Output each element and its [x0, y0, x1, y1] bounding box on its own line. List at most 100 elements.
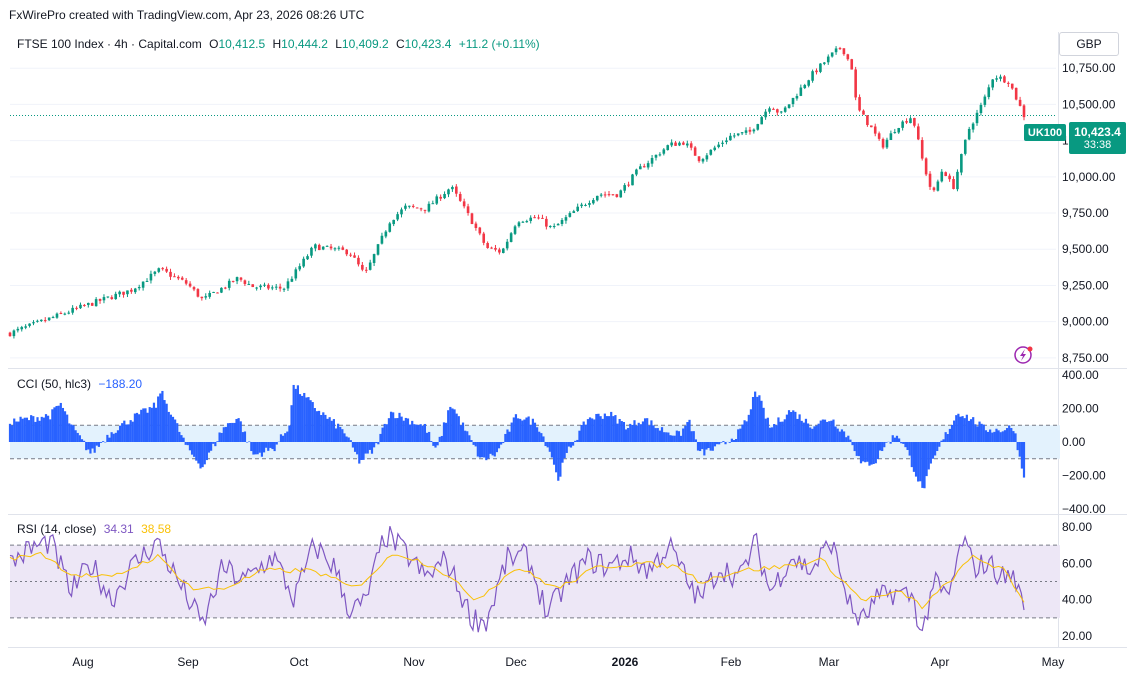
- candle-body: [439, 196, 442, 199]
- candle-body: [732, 135, 736, 137]
- candle-body: [556, 223, 560, 226]
- cci-bar: [948, 428, 952, 442]
- cci-bar: [927, 442, 930, 470]
- candle-body: [321, 246, 325, 250]
- cci-bar: [991, 432, 994, 442]
- cci-bar: [358, 442, 361, 464]
- cci-bar: [582, 421, 585, 442]
- candle-body: [263, 284, 266, 286]
- cci-bar: [408, 424, 412, 442]
- cci-bar: [404, 417, 407, 442]
- cci-bar: [525, 417, 528, 442]
- cci-bar: [53, 407, 56, 442]
- cci-bar: [542, 436, 545, 442]
- cci-bar: [8, 423, 12, 442]
- time-axis-label: Apr: [931, 655, 950, 669]
- cci-bar: [301, 395, 304, 442]
- cci-bar: [144, 408, 147, 442]
- cci-bar: [800, 420, 803, 442]
- cci-bar: [1020, 442, 1023, 469]
- cci-bar: [914, 442, 918, 477]
- cci-bar: [900, 442, 903, 444]
- cci-bar: [895, 435, 899, 442]
- cci-bar: [392, 412, 395, 442]
- cci-bar: [366, 442, 369, 454]
- cci-bar: [516, 418, 520, 442]
- candle-body: [509, 233, 513, 242]
- cci-bar: [108, 437, 111, 442]
- cci-bar: [819, 420, 822, 442]
- cci-bar: [459, 425, 463, 442]
- candle-body: [697, 156, 701, 162]
- cci-bar: [114, 432, 117, 442]
- instrument-title[interactable]: FTSE 100 Index · 4h · Capital.com: [17, 37, 202, 51]
- cci-bar: [953, 420, 956, 442]
- cci-bar: [356, 442, 359, 455]
- candle-body: [787, 104, 791, 108]
- candle-body: [572, 211, 576, 213]
- candle-body: [20, 327, 24, 330]
- candle-body: [71, 307, 74, 313]
- cci-bar: [362, 442, 365, 460]
- cci-bar: [468, 435, 471, 442]
- cci-bar: [375, 442, 378, 444]
- candle-body: [662, 149, 666, 154]
- candle-body: [721, 142, 724, 144]
- rsi-title[interactable]: RSI (14, close): [17, 522, 97, 536]
- cci-bar: [281, 435, 285, 442]
- candle-body: [75, 307, 78, 309]
- candle-body: [568, 213, 572, 217]
- cci-bar: [34, 421, 37, 442]
- candle-body: [255, 287, 258, 289]
- candle-body: [184, 280, 188, 284]
- cci-bar: [622, 421, 626, 442]
- candle-body: [592, 200, 595, 204]
- candle-body: [901, 121, 904, 128]
- cci-bar: [25, 417, 29, 442]
- cci-bar: [239, 421, 242, 442]
- cci-bar: [400, 416, 403, 442]
- cci-bar: [612, 416, 615, 442]
- candle-body: [431, 203, 435, 205]
- cci-bar: [599, 416, 602, 442]
- cci-bar: [250, 442, 253, 452]
- cci-bar: [703, 442, 706, 456]
- cci-bar: [351, 442, 355, 448]
- candle-body: [916, 126, 920, 140]
- cci-bar: [1008, 425, 1011, 442]
- cci-bar: [881, 442, 884, 452]
- cci-bar: [942, 439, 945, 442]
- candle-body: [623, 185, 626, 191]
- cci-bar: [322, 412, 325, 442]
- candle-body: [404, 205, 407, 209]
- lightning-icon-ring: [1014, 346, 1032, 364]
- cci-bar: [328, 417, 331, 442]
- candle-body: [43, 320, 47, 322]
- currency-button[interactable]: GBP: [1059, 32, 1119, 56]
- cci-bar: [334, 428, 338, 442]
- cci-bar: [303, 392, 306, 442]
- cci-bar: [699, 442, 702, 452]
- cci-bar: [72, 425, 75, 442]
- candle-body: [224, 287, 227, 289]
- cci-bar: [243, 431, 247, 442]
- candle-body: [55, 313, 59, 318]
- cci-bar: [521, 420, 524, 442]
- cci-bar: [174, 419, 177, 442]
- candle-body: [740, 132, 744, 134]
- cci-bar: [946, 434, 949, 442]
- cci-bar: [63, 411, 67, 442]
- close-value: 10,423.4: [404, 37, 452, 51]
- candle-body: [435, 196, 439, 204]
- candle-body: [47, 317, 51, 321]
- cci-title[interactable]: CCI (50, hlc3): [17, 377, 92, 391]
- cci-legend: CCI (50, hlc3) −188.20: [17, 377, 146, 391]
- cci-bar: [36, 417, 39, 442]
- candle-body: [443, 194, 446, 199]
- price-tick-label: 9,250.00: [1062, 278, 1109, 292]
- cci-bar: [17, 421, 20, 442]
- cci-bar: [667, 432, 670, 442]
- candle-body: [635, 169, 638, 175]
- cci-bar: [78, 435, 81, 442]
